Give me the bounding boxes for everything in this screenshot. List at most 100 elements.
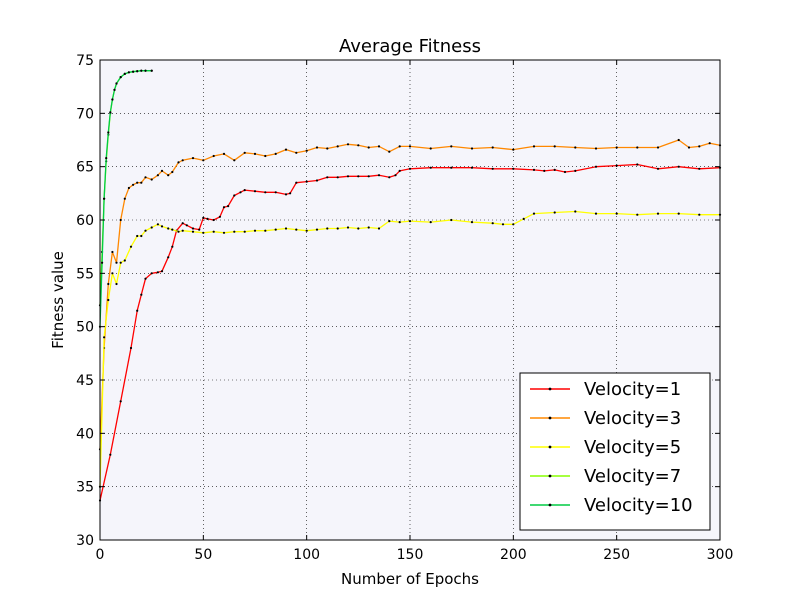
legend-label: Velocity=7 (584, 466, 681, 487)
data-point (346, 226, 350, 229)
data-point (553, 168, 556, 171)
data-point (109, 453, 112, 456)
legend-item: Velocity=7 (530, 466, 681, 487)
data-point (129, 245, 133, 248)
data-point (115, 261, 118, 264)
data-point (111, 250, 114, 254)
data-point (132, 70, 135, 73)
data-point (103, 336, 106, 339)
data-point (553, 145, 556, 148)
data-point (336, 176, 339, 179)
data-point (167, 227, 170, 230)
data-point (109, 111, 112, 114)
data-point (212, 230, 215, 233)
legend-label: Velocity=1 (584, 379, 681, 400)
data-point (107, 131, 110, 134)
legend-marker (548, 474, 552, 478)
data-point (144, 277, 147, 280)
data-point (233, 230, 236, 233)
data-point (111, 272, 114, 275)
data-point (181, 229, 184, 232)
data-point (156, 271, 159, 274)
data-point (408, 220, 412, 223)
y-tick-label: 75 (76, 53, 94, 69)
data-point (119, 76, 122, 79)
data-point (222, 231, 226, 234)
data-point (191, 227, 195, 230)
data-point (156, 174, 159, 177)
data-point (677, 212, 680, 215)
data-point (470, 166, 474, 169)
data-point (150, 272, 153, 275)
data-point (212, 218, 215, 222)
data-point (315, 228, 319, 231)
data-point (136, 70, 139, 73)
data-point (160, 270, 164, 273)
data-point (202, 216, 205, 219)
data-point (136, 181, 139, 184)
data-point (119, 261, 122, 264)
x-tick-label: 300 (707, 547, 734, 563)
series-1 (98, 163, 722, 502)
y-tick-label: 45 (76, 373, 94, 389)
legend-marker (548, 416, 552, 420)
data-point (357, 175, 360, 178)
chart-title: Average Fitness (339, 36, 481, 57)
data-point (470, 221, 474, 224)
data-point (181, 159, 184, 162)
data-point (377, 174, 381, 177)
legend-label: Velocity=10 (584, 495, 693, 516)
data-point (315, 179, 319, 182)
data-point (615, 146, 618, 149)
data-point (140, 234, 143, 238)
data-point (388, 220, 391, 223)
data-point (408, 145, 412, 148)
x-axis-title: Number of Epochs (341, 570, 479, 588)
data-point (113, 88, 116, 91)
data-point (512, 167, 515, 170)
data-point (202, 231, 205, 234)
x-tick-label: 0 (96, 547, 105, 563)
data-point (264, 229, 267, 232)
data-point (115, 82, 118, 85)
data-point (377, 145, 381, 148)
series-3 (98, 210, 722, 488)
data-point (656, 146, 660, 149)
x-tick-label: 50 (194, 547, 212, 563)
axis-ticks: 0 50 100 150 200 250 300 30 35 40 45 50 55 60 65 70 75 (76, 53, 733, 563)
data-point (103, 197, 106, 200)
legend-label: Velocity=3 (584, 408, 681, 429)
data-point (677, 138, 680, 142)
series-5 (98, 69, 153, 328)
data-point (243, 151, 246, 154)
data-point (615, 212, 618, 215)
data-point (191, 230, 195, 233)
data-point (123, 259, 126, 262)
data-point (367, 175, 370, 178)
legend-item: Velocity=5 (530, 437, 681, 458)
data-point (305, 180, 308, 183)
data-point (227, 205, 230, 208)
legend-item: Velocity=10 (530, 495, 693, 516)
y-tick-label: 50 (76, 320, 94, 336)
data-point (167, 256, 170, 259)
data-point (336, 145, 339, 148)
data-point (156, 223, 159, 226)
data-point (357, 144, 360, 147)
y-tick-label: 30 (76, 533, 94, 549)
data-point (140, 293, 143, 296)
y-tick-label: 40 (76, 426, 94, 442)
data-point (171, 245, 174, 248)
data-point (212, 154, 215, 158)
data-point (594, 212, 598, 215)
data-point (450, 145, 453, 148)
data-point (101, 261, 104, 264)
data-point (315, 146, 319, 149)
data-point (253, 229, 257, 232)
data-point (160, 169, 164, 172)
data-point (198, 228, 201, 231)
data-point (450, 218, 453, 222)
data-point (233, 159, 236, 162)
data-point (708, 142, 711, 145)
data-point (144, 176, 147, 179)
